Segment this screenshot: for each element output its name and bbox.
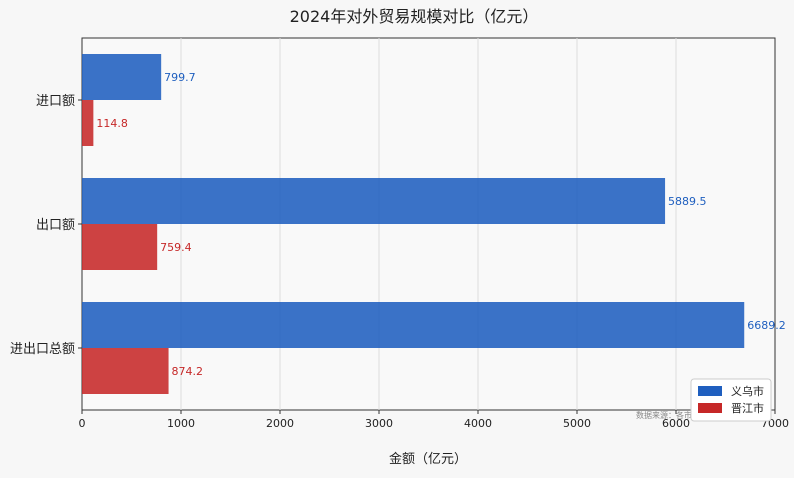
x-tick-label: 1000 [167, 417, 195, 430]
bar-value-label: 5889.5 [668, 195, 707, 208]
legend-swatch [698, 386, 722, 396]
x-axis-label: 金额（亿元） [389, 451, 467, 467]
bar-value-label: 6689.2 [747, 319, 786, 332]
y-tick-label: 出口额 [36, 218, 75, 233]
bar-value-label: 759.4 [160, 241, 192, 254]
legend-label: 义乌市 [731, 384, 764, 398]
x-tick-label: 2000 [266, 417, 294, 430]
x-tick-label: 4000 [464, 417, 492, 430]
bars-group: 799.7 114.8 5889.5 759.4 6689.2 874.2 [82, 54, 786, 394]
legend-label: 晋江市 [731, 401, 764, 415]
bar [82, 224, 158, 270]
x-tick-label: 5000 [563, 417, 591, 430]
bar-value-label: 114.8 [96, 117, 128, 130]
legend-swatch [698, 403, 722, 413]
y-tick-label: 进出口总额 [10, 342, 75, 357]
y-tick-label: 进口额 [36, 94, 75, 109]
source-note: 数据来源：各市 [636, 410, 692, 420]
x-tick-label: 6000 [662, 417, 690, 430]
bar [82, 54, 162, 100]
x-tick-label: 3000 [365, 417, 393, 430]
chart-title: 2024年对外贸易规模对比（亿元） [290, 7, 539, 26]
bar-value-label: 799.7 [164, 71, 196, 84]
bar [82, 348, 169, 394]
bar [82, 100, 94, 146]
x-axis: 0 1000 2000 3000 4000 5000 6000 7000 [79, 410, 789, 430]
x-tick-label: 0 [79, 417, 86, 430]
bar-value-label: 874.2 [172, 365, 204, 378]
bar [82, 302, 745, 348]
bar [82, 178, 666, 224]
